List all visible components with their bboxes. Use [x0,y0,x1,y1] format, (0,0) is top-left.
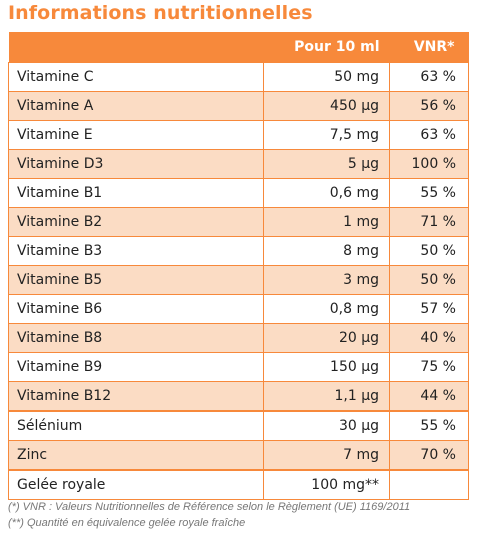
nutrient-name: Sélénium [8,409,264,441]
quantity-cell: 30 µg [263,409,390,441]
table-row: Vitamine B2 1 mg 71 % [8,206,469,237]
nutrient-name: Vitamine B3 [8,235,264,266]
nutrient-name: Vitamine B8 [8,322,264,353]
page-title: Informations nutritionnelles [8,2,313,24]
table-row: Sélénium 30 µg 55 % [8,409,469,441]
vnr-cell: 63 % [389,61,469,92]
vnr-cell: 71 % [389,206,469,237]
nutrient-name: Vitamine B2 [8,206,264,237]
quantity-cell: 0,8 mg [263,293,390,324]
nutrient-name: Vitamine B12 [8,380,264,411]
nutrient-name: Vitamine A [8,90,264,121]
quantity-cell: 3 mg [263,264,390,295]
quantity-cell: 7,5 mg [263,119,390,150]
table-row: Vitamine B12 1,1 µg 44 % [8,380,469,411]
header-nutrient [8,32,264,62]
quantity-cell: 8 mg [263,235,390,266]
quantity-cell: 0,6 mg [263,177,390,208]
footnote-vnr: (*) VNR : Valeurs Nutritionnelles de Réf… [8,501,411,513]
quantity-cell: 50 mg [263,61,390,92]
vnr-cell: 44 % [389,380,469,411]
vnr-cell: 56 % [389,90,469,121]
vnr-cell: 50 % [389,235,469,266]
quantity-cell: 150 µg [263,351,390,382]
table-row: Vitamine B5 3 mg 50 % [8,264,469,295]
table-row: Vitamine B6 0,8 mg 57 % [8,293,469,324]
nutrient-name: Vitamine E [8,119,264,150]
table-row: Vitamine E 7,5 mg 63 % [8,119,469,150]
quantity-cell: 1 mg [263,206,390,237]
quantity-cell: 1,1 µg [263,380,390,411]
vnr-cell: 75 % [389,351,469,382]
nutrient-name: Zinc [8,439,264,470]
table-row: Gelée royale 100 mg** [8,468,469,500]
footnote-royal-jelly: (**) Quantité en équivalence gelée royal… [8,517,246,529]
vnr-cell: 100 % [389,148,469,179]
vnr-cell: 40 % [389,322,469,353]
nutrient-name: Vitamine D3 [8,148,264,179]
nutrient-name: Vitamine B6 [8,293,264,324]
header-vnr: VNR* [389,32,469,62]
table-header-row: Pour 10 ml VNR* [8,32,469,62]
nutrient-name: Vitamine B1 [8,177,264,208]
quantity-cell: 5 µg [263,148,390,179]
vnr-cell: 55 % [389,177,469,208]
quantity-cell: 100 mg** [263,468,390,500]
quantity-cell: 20 µg [263,322,390,353]
vnr-cell: 55 % [389,409,469,441]
table-row: Vitamine B3 8 mg 50 % [8,235,469,266]
vnr-cell: 57 % [389,293,469,324]
table-row: Vitamine B1 0,6 mg 55 % [8,177,469,208]
vnr-cell: 63 % [389,119,469,150]
nutrient-name: Gelée royale [8,468,264,500]
table-row: Vitamine D3 5 µg 100 % [8,148,469,179]
table-row: Vitamine B8 20 µg 40 % [8,322,469,353]
vnr-cell [389,468,469,500]
quantity-cell: 7 mg [263,439,390,470]
vnr-cell: 70 % [389,439,469,470]
table-row: Vitamine A 450 µg 56 % [8,90,469,121]
table-row: Vitamine B9 150 µg 75 % [8,351,469,382]
nutrition-table: Pour 10 ml VNR* Vitamine C 50 mg 63 % Vitam… [8,32,469,500]
table-row: Vitamine C 50 mg 63 % [8,61,469,92]
nutrient-name: Vitamine B9 [8,351,264,382]
table-row: Zinc 7 mg 70 % [8,439,469,470]
header-per-10ml: Pour 10 ml [263,32,390,62]
nutrient-name: Vitamine B5 [8,264,264,295]
nutrient-name: Vitamine C [8,61,264,92]
quantity-cell: 450 µg [263,90,390,121]
vnr-cell: 50 % [389,264,469,295]
